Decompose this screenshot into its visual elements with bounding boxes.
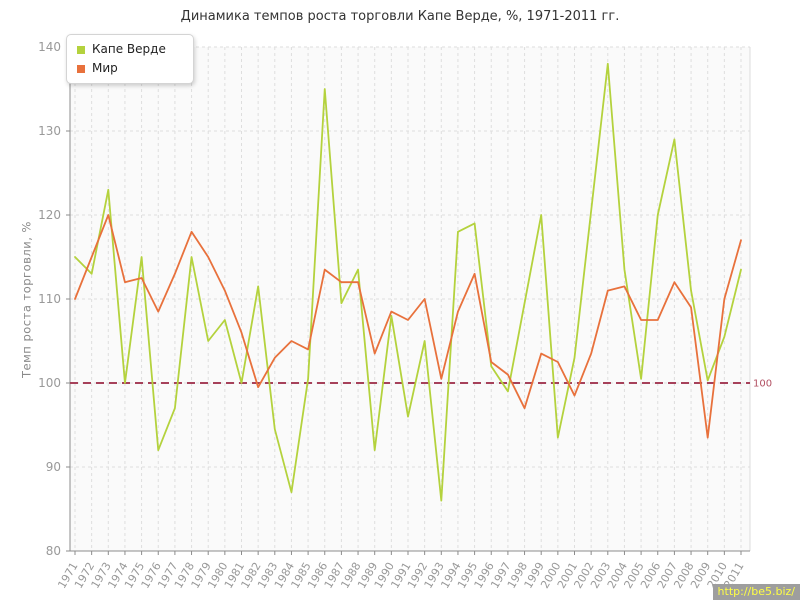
y-tick-label: 120 bbox=[38, 208, 61, 222]
y-tick-label: 130 bbox=[38, 124, 61, 138]
baseline-100-label: 100 bbox=[753, 379, 772, 390]
y-tick-label: 100 bbox=[38, 376, 61, 390]
legend-item-cape-verde: Капе Верде bbox=[77, 40, 181, 59]
legend-label-world: Мир bbox=[92, 61, 118, 75]
y-tick-label: 110 bbox=[38, 292, 61, 306]
watermark-link[interactable]: http://be5.biz/ bbox=[712, 584, 800, 600]
series-line-world bbox=[74, 214, 742, 439]
y-tick-label: 80 bbox=[46, 544, 61, 558]
page-title: Динамика темпов роста торговли Капе Верд… bbox=[180, 9, 620, 24]
legend: Капе Верде Мир bbox=[66, 34, 194, 84]
series-line-cape-verde bbox=[74, 62, 742, 502]
legend-swatch-world-icon bbox=[77, 64, 85, 73]
y-tick-label: 90 bbox=[46, 460, 61, 474]
y-tick-label: 140 bbox=[38, 40, 61, 54]
legend-label-cape-verde: Капе Верде bbox=[92, 42, 166, 56]
legend-item-world: Мир bbox=[77, 59, 181, 78]
legend-swatch-cape-verde-icon bbox=[77, 45, 85, 54]
